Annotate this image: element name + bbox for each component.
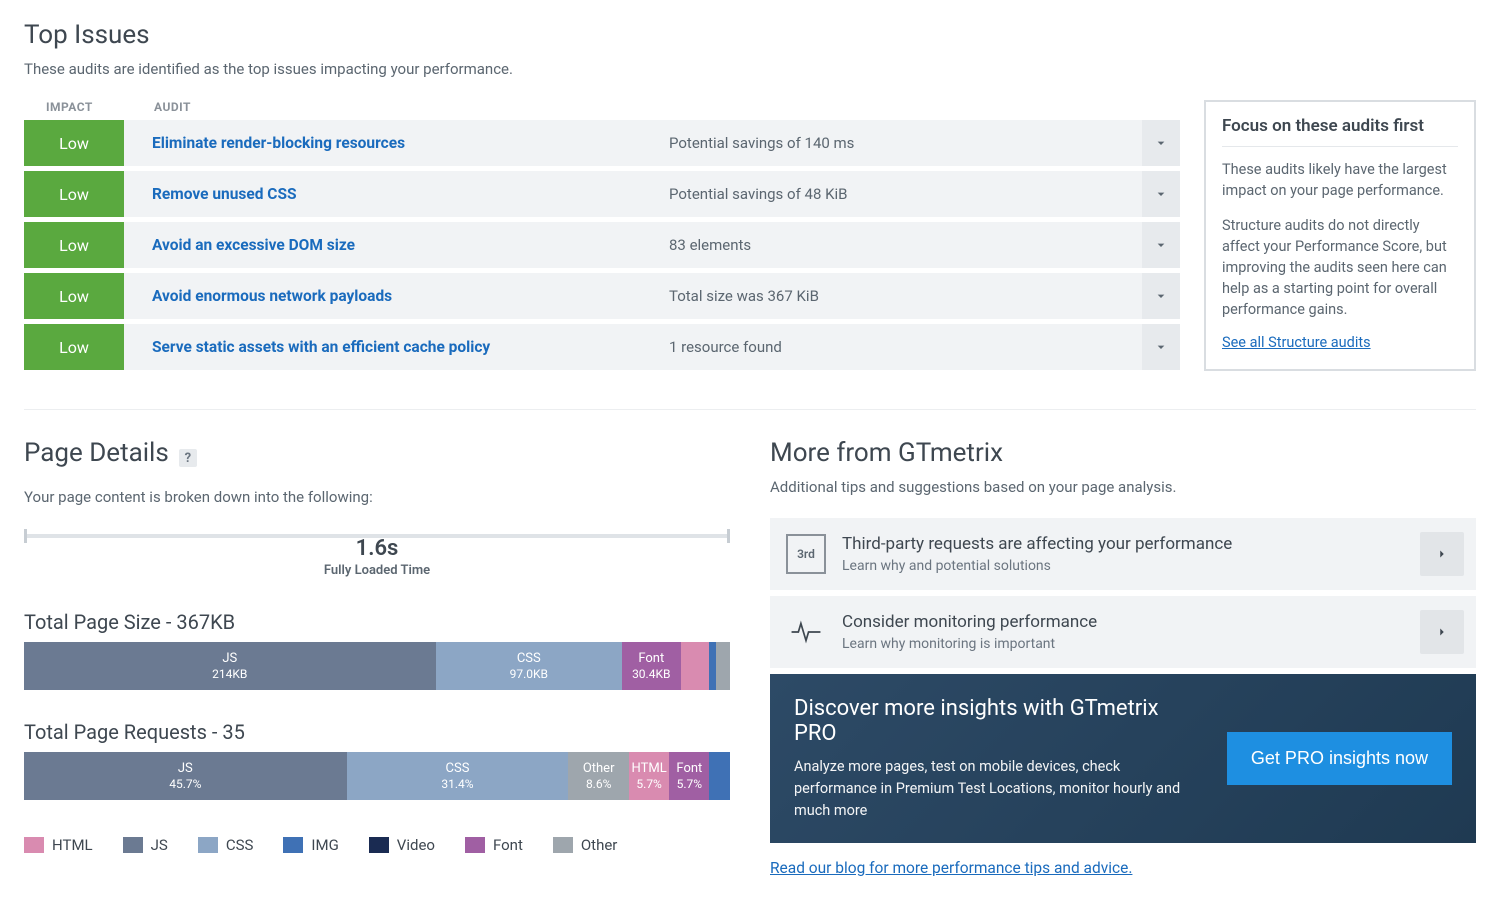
tip-subtitle: Learn why and potential solutions — [842, 558, 1404, 574]
issue-row[interactable]: Low Remove unused CSS Potential savings of… — [24, 171, 1180, 217]
chevron-right-icon[interactable] — [1420, 532, 1464, 576]
bar-segment-js: JS214KB — [24, 642, 436, 690]
pro-title: Discover more insights with GTmetrix PRO — [794, 696, 1203, 746]
focus-title: Focus on these audits first — [1222, 116, 1458, 147]
tip-row[interactable]: 3rd Third-party requests are affecting yo… — [770, 518, 1476, 590]
impact-badge: Low — [24, 222, 124, 268]
pro-desc: Analyze more pages, test on mobile devic… — [794, 756, 1203, 821]
legend-item-video: Video — [369, 836, 435, 854]
legend: HTML JS CSS IMG Video Font Other — [24, 836, 730, 854]
focus-audits-box: Focus on these audits first These audits… — [1204, 100, 1476, 371]
top-issues-subtitle: These audits are identified as the top i… — [24, 60, 1476, 78]
focus-p2: Structure audits do not directly affect … — [1222, 215, 1458, 320]
top-issues-title: Top Issues — [24, 20, 1476, 50]
legend-swatch — [553, 837, 573, 853]
tip-title: Third-party requests are affecting your … — [842, 534, 1404, 554]
legend-item-font: Font — [465, 836, 523, 854]
more-title: More from GTmetrix — [770, 438, 1476, 468]
focus-p1: These audits likely have the largest imp… — [1222, 159, 1458, 201]
fully-loaded-label: Fully Loaded Time — [24, 563, 730, 578]
page-details-panel: Page Details ? Your page content is brok… — [24, 438, 730, 877]
see-all-structure-link[interactable]: See all Structure audits — [1222, 334, 1371, 351]
expand-toggle[interactable] — [1142, 120, 1180, 166]
more-from-gtmetrix-panel: More from GTmetrix Additional tips and s… — [770, 438, 1476, 877]
bar-segment-html: HTML5.7% — [629, 752, 669, 800]
issues-table-header: IMPACT AUDIT — [24, 100, 1180, 120]
legend-item-js: JS — [123, 836, 168, 854]
bar-segment-img — [709, 752, 729, 800]
expand-toggle[interactable] — [1142, 324, 1180, 370]
section-divider — [24, 409, 1476, 410]
legend-swatch — [24, 837, 44, 853]
legend-swatch — [198, 837, 218, 853]
legend-swatch — [283, 837, 303, 853]
tip-title: Consider monitoring performance — [842, 612, 1404, 632]
issue-row[interactable]: Low Eliminate render-blocking resources Po… — [24, 120, 1180, 166]
audit-link[interactable]: Avoid an excessive DOM size — [152, 236, 355, 254]
expand-toggle[interactable] — [1142, 171, 1180, 217]
blog-link[interactable]: Read our blog for more performance tips … — [770, 859, 1132, 877]
more-subtitle: Additional tips and suggestions based on… — [770, 478, 1476, 496]
legend-item-other: Other — [553, 836, 618, 854]
issue-row[interactable]: Low Avoid enormous network payloads Total … — [24, 273, 1180, 319]
audit-link[interactable]: Serve static assets with an efficient ca… — [152, 338, 490, 356]
page-size-bar: JS214KBCSS97.0KBFont30.4KB — [24, 642, 730, 690]
bar-segment-js: JS45.7% — [24, 752, 347, 800]
pulse-icon — [786, 612, 826, 652]
expand-toggle[interactable] — [1142, 222, 1180, 268]
bar-segment-html — [681, 642, 709, 690]
impact-badge: Low — [24, 171, 124, 217]
legend-swatch — [123, 837, 143, 853]
legend-item-html: HTML — [24, 836, 93, 854]
audit-link[interactable]: Remove unused CSS — [152, 185, 297, 203]
legend-item-img: IMG — [283, 836, 338, 854]
impact-badge: Low — [24, 324, 124, 370]
legend-swatch — [465, 837, 485, 853]
chevron-right-icon[interactable] — [1420, 610, 1464, 654]
tip-row[interactable]: Consider monitoring performance Learn why… — [770, 596, 1476, 668]
fully-loaded-value: 1.6s — [24, 536, 730, 561]
tip-subtitle: Learn why monitoring is important — [842, 636, 1404, 652]
bar-segment-font: Font5.7% — [669, 752, 709, 800]
bar-segment-other: Other8.6% — [568, 752, 629, 800]
legend-swatch — [369, 837, 389, 853]
get-pro-button[interactable]: Get PRO insights now — [1227, 732, 1452, 785]
page-requests-bar: JS45.7%CSS31.4%Other8.6%HTML5.7%Font5.7% — [24, 752, 730, 800]
issue-row[interactable]: Low Serve static assets with an efficient… — [24, 324, 1180, 370]
bar-segment-other — [716, 642, 730, 690]
legend-item-css: CSS — [198, 836, 254, 854]
audit-result: Potential savings of 140 ms — [669, 120, 1142, 166]
page-details-title: Page Details — [24, 438, 169, 468]
bar-segment-img — [709, 642, 716, 690]
page-details-subtitle: Your page content is broken down into th… — [24, 488, 730, 506]
third-party-icon: 3rd — [786, 534, 826, 574]
bar-segment-css: CSS97.0KB — [436, 642, 622, 690]
audit-link[interactable]: Avoid enormous network payloads — [152, 287, 392, 305]
audit-link[interactable]: Eliminate render-blocking resources — [152, 134, 405, 152]
audit-result: Potential savings of 48 KiB — [669, 171, 1142, 217]
pro-banner: Discover more insights with GTmetrix PRO… — [770, 674, 1476, 843]
issue-row[interactable]: Low Avoid an excessive DOM size 83 element… — [24, 222, 1180, 268]
impact-badge: Low — [24, 273, 124, 319]
total-page-size-title: Total Page Size - 367KB — [24, 610, 730, 634]
bar-segment-css: CSS31.4% — [347, 752, 569, 800]
audit-result: 83 elements — [669, 222, 1142, 268]
expand-toggle[interactable] — [1142, 273, 1180, 319]
audit-result: 1 resource found — [669, 324, 1142, 370]
col-impact: IMPACT — [24, 100, 124, 114]
col-audit: AUDIT — [124, 100, 191, 114]
audit-result: Total size was 367 KiB — [669, 273, 1142, 319]
fully-loaded-timeline: 1.6s Fully Loaded Time — [24, 534, 730, 580]
bar-segment-font: Font30.4KB — [622, 642, 681, 690]
total-requests-title: Total Page Requests - 35 — [24, 720, 730, 744]
impact-badge: Low — [24, 120, 124, 166]
help-icon[interactable]: ? — [179, 449, 197, 467]
